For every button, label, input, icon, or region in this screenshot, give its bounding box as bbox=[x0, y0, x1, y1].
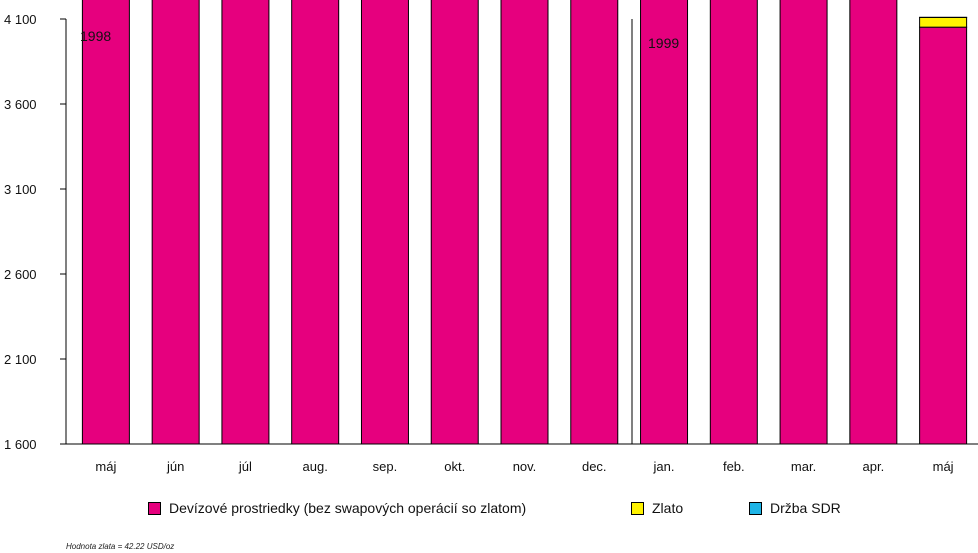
bar-segment-devizove bbox=[640, 0, 689, 445]
year-label-1998: 1998 bbox=[80, 28, 111, 44]
bar-segment-zlato bbox=[919, 16, 968, 28]
bar-segment-devizove bbox=[919, 26, 968, 445]
legend-item-zlato: Zlato bbox=[631, 500, 683, 516]
y-ticks: 1 600 2 100 2 600 3 100 3 600 4 100 bbox=[4, 12, 66, 452]
bar-segment-devizove bbox=[500, 0, 549, 445]
legend: Devízové prostriedky (bez swapových oper… bbox=[0, 500, 978, 520]
footnote: Hodnota zlata = 42.22 USD/oz bbox=[66, 542, 175, 551]
x-tick-label: apr. bbox=[863, 459, 885, 474]
legend-swatch-devizove bbox=[148, 501, 161, 515]
x-tick-label: máj bbox=[95, 459, 116, 474]
x-tick-label: sep. bbox=[373, 459, 398, 474]
x-tick-label: dec. bbox=[582, 459, 607, 474]
bar-segment-devizove bbox=[709, 0, 758, 445]
bar-segment-devizove bbox=[151, 0, 200, 445]
bar-segment-devizove bbox=[221, 0, 270, 445]
x-tick-label: máj bbox=[933, 459, 954, 474]
year-label-1999: 1999 bbox=[648, 35, 679, 51]
bar-segment-devizove bbox=[291, 0, 340, 445]
legend-label-zlato: Zlato bbox=[652, 500, 684, 516]
x-tick-label: jan. bbox=[653, 459, 675, 474]
x-tick-label: feb. bbox=[723, 459, 745, 474]
y-tick-label: 1 600 bbox=[4, 437, 37, 452]
legend-item-devizove: Devízové prostriedky (bez swapových oper… bbox=[148, 500, 526, 516]
x-labels: máj jún júl aug. sep. okt. nov. dec. jan. feb. mar… bbox=[95, 459, 953, 474]
bar-segment-devizove bbox=[570, 0, 619, 445]
x-tick-label: nov. bbox=[513, 459, 537, 474]
bar-segment-devizove bbox=[360, 0, 409, 445]
x-tick-label: aug. bbox=[303, 459, 328, 474]
y-tick-label: 3 100 bbox=[4, 182, 37, 197]
y-tick-label: 3 600 bbox=[4, 97, 37, 112]
bar-segment-devizove bbox=[81, 0, 130, 445]
bar-segment-devizove bbox=[779, 0, 828, 445]
legend-swatch-sdr bbox=[749, 501, 762, 515]
legend-item-sdr: Držba SDR bbox=[749, 500, 841, 516]
legend-swatch-zlato bbox=[631, 501, 644, 515]
bar-segment-devizove bbox=[430, 0, 479, 445]
x-tick-label: jún bbox=[166, 459, 184, 474]
y-tick-label: 2 100 bbox=[4, 352, 37, 367]
y-tick-label: 2 600 bbox=[4, 267, 37, 282]
legend-label-devizove: Devízové prostriedky (bez swapových oper… bbox=[169, 500, 527, 516]
y-tick-label: 4 100 bbox=[4, 12, 37, 27]
reserves-chart: 1 600 2 100 2 600 3 100 3 600 4 100 máj jún júl… bbox=[4, 0, 978, 474]
x-tick-label: mar. bbox=[791, 459, 816, 474]
bar-group bbox=[81, 0, 968, 445]
bar-segment-devizove bbox=[849, 0, 898, 445]
x-tick-label: júl bbox=[238, 459, 252, 474]
x-tick-label: okt. bbox=[444, 459, 465, 474]
legend-label-sdr: Držba SDR bbox=[770, 500, 841, 516]
